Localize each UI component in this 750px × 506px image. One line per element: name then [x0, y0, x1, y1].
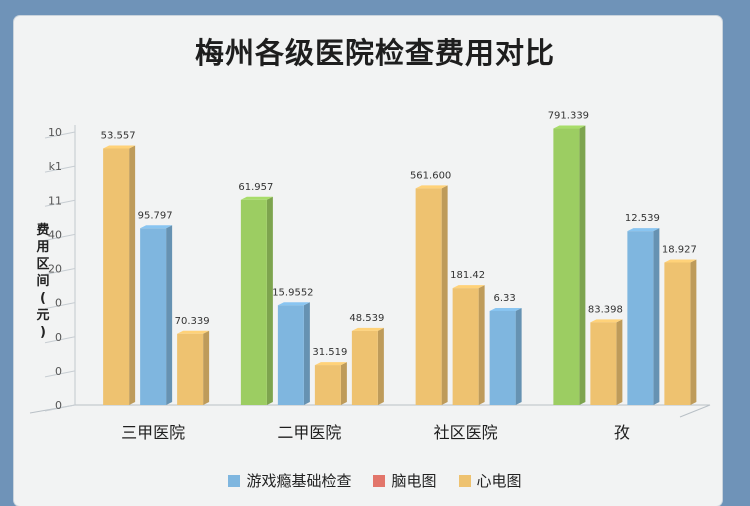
chart-legend: 游戏瘾基础检查 脑电图 心电图	[0, 470, 750, 491]
bar-top	[314, 362, 347, 366]
bar	[664, 262, 691, 405]
x-tick-label: 孜	[614, 423, 630, 442]
bar-top	[590, 319, 623, 323]
bar	[489, 310, 516, 405]
y-tick-label: 0	[55, 331, 62, 344]
y-tick-label: 40	[48, 228, 62, 241]
bar-top	[140, 225, 173, 229]
bar-top	[415, 185, 448, 189]
bar-value-label: 48.539	[349, 313, 384, 324]
legend-label: 心电图	[476, 472, 522, 490]
legend-label: 脑电图	[391, 472, 437, 490]
legend-item: 游戏瘾基础检查	[228, 470, 351, 491]
bar-side	[653, 228, 660, 405]
bar-top	[452, 285, 485, 289]
y-tick-label: 10	[48, 126, 62, 139]
legend-item: 心电图	[458, 470, 522, 491]
bar	[415, 188, 442, 405]
bar	[627, 231, 654, 405]
bar-top	[277, 302, 310, 306]
bar	[103, 148, 130, 405]
y-axis-label: 费用区间(元)	[35, 222, 49, 340]
bar-top	[351, 327, 384, 331]
grid-line	[44, 131, 76, 139]
bar-side	[266, 196, 273, 405]
legend-swatch	[228, 474, 241, 487]
grid-line	[44, 268, 76, 275]
bar-value-label: 181.42	[450, 270, 485, 281]
y-tick-label: k1	[49, 160, 62, 173]
bar-top	[627, 228, 660, 232]
bar-top	[553, 125, 586, 129]
bar	[351, 330, 378, 405]
grid-line	[44, 370, 76, 378]
bar-value-label: 561.600	[410, 170, 451, 181]
bar-top	[240, 196, 273, 200]
bar-value-label: 70.339	[175, 316, 210, 327]
bar-side	[166, 225, 173, 405]
bar	[590, 322, 617, 405]
bar-side	[377, 327, 384, 405]
bar	[240, 199, 267, 405]
legend-item: 脑电图	[373, 470, 437, 491]
bar-value-label: 61.957	[238, 182, 273, 193]
bar-side	[340, 362, 347, 405]
bar-top	[489, 307, 522, 311]
legend-label: 游戏瘾基础检查	[246, 472, 352, 490]
grid-line	[44, 302, 76, 310]
bar-side	[129, 145, 136, 405]
legend-swatch	[458, 474, 471, 487]
bar-side	[441, 185, 448, 405]
bar-value-label: 31.519	[312, 347, 347, 358]
bar-top	[177, 330, 210, 334]
bar	[314, 365, 341, 405]
bar-value-label: 95.797	[138, 210, 173, 221]
y-tick-label: 11	[48, 194, 62, 207]
x-tick-label: 三甲医院	[121, 423, 185, 442]
y-tick-label: 0	[55, 297, 62, 310]
bar-value-label: 12.539	[625, 213, 660, 224]
x-tick-label: 二甲医院	[277, 423, 341, 442]
bar-side	[478, 285, 485, 405]
bar-value-label: 18.927	[662, 245, 697, 256]
bar-top	[103, 145, 136, 149]
bar-value-label: 6.33	[493, 293, 515, 304]
legend-swatch	[373, 474, 386, 487]
chart-title: 梅州各级医院检查费用对比	[194, 36, 555, 70]
bar-value-label: 15.9552	[272, 287, 313, 298]
bar-value-label: 83.398	[588, 304, 623, 315]
bar-value-label: 53.557	[101, 131, 136, 142]
bar-side	[690, 259, 697, 405]
bar-value-label: 791.339	[548, 111, 589, 122]
bar-side	[515, 307, 522, 405]
bar-side	[303, 302, 310, 405]
y-tick-label: 0	[55, 399, 62, 412]
bar	[553, 128, 580, 406]
grid-line	[44, 199, 76, 207]
chart-floor	[29, 404, 711, 418]
bar-side	[203, 330, 210, 405]
bar	[177, 333, 204, 405]
y-tick-label: 20	[48, 263, 62, 276]
bar	[140, 228, 167, 405]
grid-line	[44, 336, 76, 344]
y-tick-label: 0	[55, 365, 62, 378]
grid-line	[44, 404, 76, 412]
x-tick-label: 社区医院	[434, 423, 498, 442]
bar-side	[579, 125, 586, 406]
grid-line	[44, 233, 76, 241]
bar-top	[664, 259, 697, 263]
bar	[452, 288, 479, 405]
grid-line	[44, 165, 76, 173]
bar-side	[616, 319, 623, 405]
bar	[277, 305, 304, 405]
